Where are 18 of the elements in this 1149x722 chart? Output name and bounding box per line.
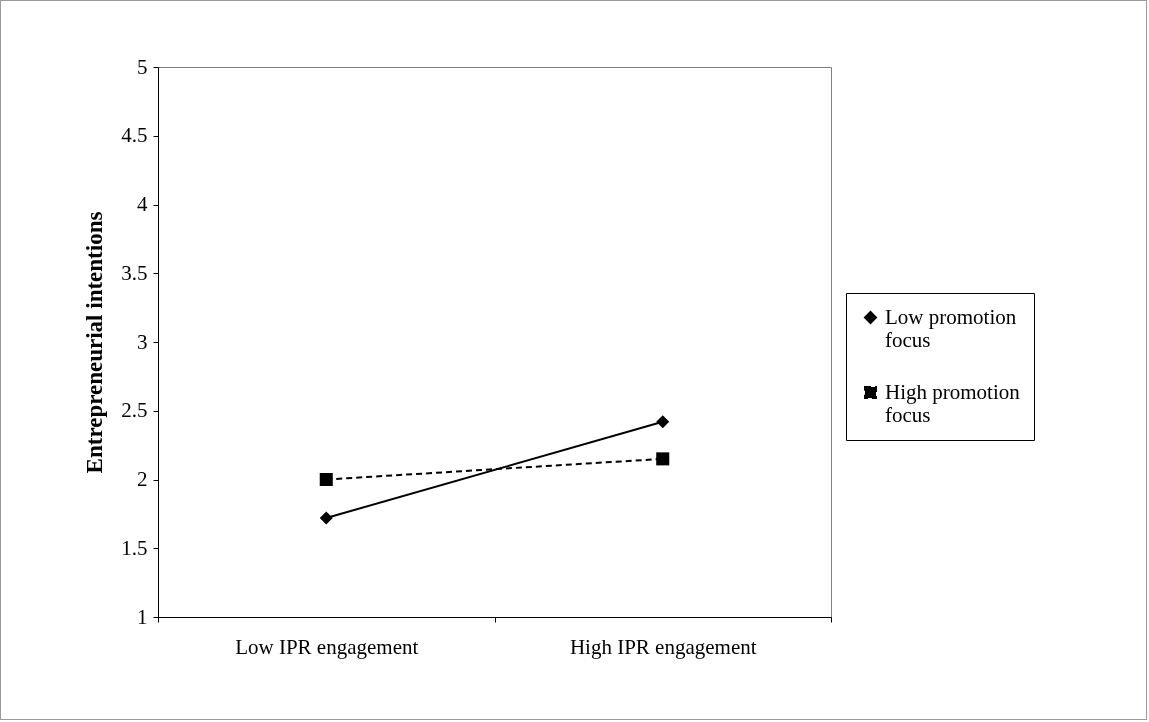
legend-label: High promotion focus [885,379,1021,427]
y-tick-label: 1.5 [121,535,148,560]
y-tick-label: 4.5 [121,123,148,148]
y-tick-label: 3 [137,329,148,354]
legend-label: Low promotion focus [885,304,1017,352]
y-tick-label: 2.5 [121,398,148,423]
y-tick-label: 3.5 [121,260,148,285]
y-axis-title: Entrepreneurial intentions [82,211,108,474]
point [656,415,670,429]
y-tick-label: 1 [137,604,148,629]
x-tick-label: Low IPR engagement [235,634,419,659]
y-tick-label: 5 [137,54,148,79]
y-tick-label: 2 [137,467,148,491]
point [319,472,333,487]
point [319,511,333,525]
point [656,452,670,466]
y-tick-label: 4 [137,192,148,216]
x-tick-label: High IPR engagement [569,634,757,659]
